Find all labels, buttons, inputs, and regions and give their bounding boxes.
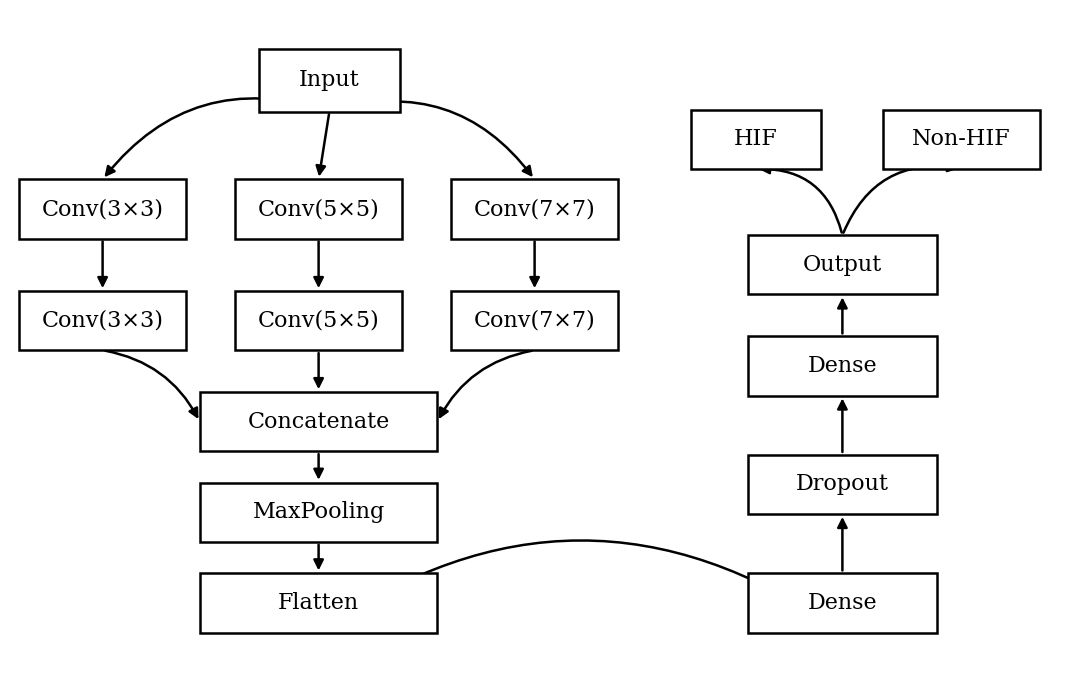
Text: Conv(3×3): Conv(3×3) <box>42 309 163 332</box>
FancyBboxPatch shape <box>235 291 402 350</box>
FancyBboxPatch shape <box>235 180 402 238</box>
Text: Dense: Dense <box>808 592 877 614</box>
FancyBboxPatch shape <box>747 337 937 396</box>
Text: Conv(7×7): Conv(7×7) <box>474 309 595 332</box>
Text: Concatenate: Concatenate <box>247 411 390 433</box>
Text: Conv(7×7): Conv(7×7) <box>474 198 595 220</box>
FancyBboxPatch shape <box>19 291 186 350</box>
FancyBboxPatch shape <box>747 573 937 633</box>
FancyBboxPatch shape <box>883 109 1039 169</box>
Text: Conv(5×5): Conv(5×5) <box>258 309 379 332</box>
Text: Dropout: Dropout <box>796 473 889 496</box>
Text: Conv(3×3): Conv(3×3) <box>42 198 163 220</box>
FancyBboxPatch shape <box>259 49 400 112</box>
Text: Flatten: Flatten <box>278 592 360 614</box>
Text: Dense: Dense <box>808 355 877 377</box>
FancyBboxPatch shape <box>200 392 437 452</box>
FancyBboxPatch shape <box>200 482 437 542</box>
FancyBboxPatch shape <box>691 109 821 169</box>
FancyBboxPatch shape <box>451 180 618 238</box>
Text: HIF: HIF <box>734 128 778 151</box>
Text: MaxPooling: MaxPooling <box>253 501 384 523</box>
FancyBboxPatch shape <box>19 180 186 238</box>
Text: Conv(5×5): Conv(5×5) <box>258 198 379 220</box>
Text: Non-HIF: Non-HIF <box>912 128 1011 151</box>
Text: Input: Input <box>299 69 360 91</box>
FancyBboxPatch shape <box>747 454 937 514</box>
Text: Output: Output <box>802 254 882 276</box>
FancyBboxPatch shape <box>747 236 937 294</box>
FancyBboxPatch shape <box>200 573 437 633</box>
FancyBboxPatch shape <box>451 291 618 350</box>
